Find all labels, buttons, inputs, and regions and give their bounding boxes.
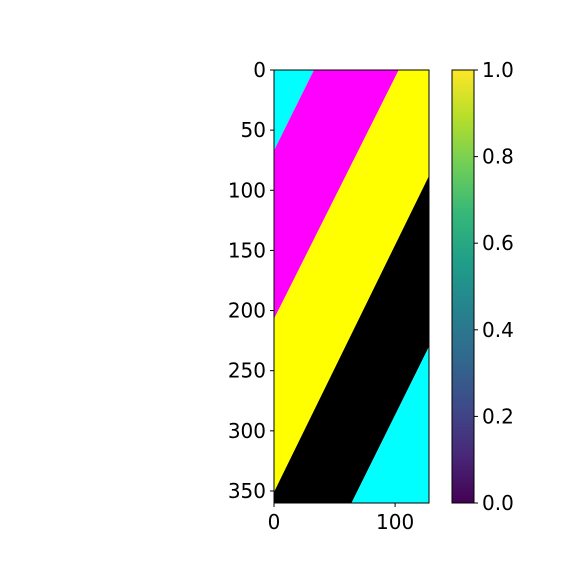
- black-band: [274, 175, 429, 503]
- colorbar-tick-label: 0.0: [482, 491, 514, 515]
- y-tick-label: 350: [228, 479, 266, 503]
- yellow-band: [274, 70, 429, 493]
- x-tick-label: 100: [376, 510, 414, 534]
- colorbar-axis: 0.0 0.2 0.4 0.6 0.8 1.0: [474, 58, 514, 515]
- colorbar-tick-label: 0.2: [482, 404, 514, 428]
- colorbar: [451, 69, 475, 504]
- colorbar-tick-label: 0.4: [482, 318, 514, 342]
- image-frame: [273, 69, 430, 504]
- colorbar-tick-label: 0.6: [482, 231, 514, 255]
- y-tick-label: 100: [228, 178, 266, 202]
- cyan-corner-bottom: [351, 346, 429, 503]
- y-tick-label: 250: [228, 359, 266, 383]
- y-axis: 0 50 100 150 200 250 300 350: [228, 58, 274, 503]
- x-axis: 0 100: [268, 503, 414, 534]
- y-tick-label: 50: [241, 118, 266, 142]
- y-tick-label: 150: [228, 238, 266, 262]
- y-tick-label: 0: [253, 58, 266, 82]
- x-tick-label: 0: [268, 510, 281, 534]
- cyan-corner-top: [274, 70, 314, 151]
- heatmap-image: [274, 70, 429, 503]
- colorbar-tick-label: 1.0: [482, 58, 514, 82]
- colorbar-tick-label: 0.8: [482, 145, 514, 169]
- magenta-band: [274, 70, 399, 319]
- y-tick-label: 300: [228, 419, 266, 443]
- y-tick-label: 200: [228, 299, 266, 323]
